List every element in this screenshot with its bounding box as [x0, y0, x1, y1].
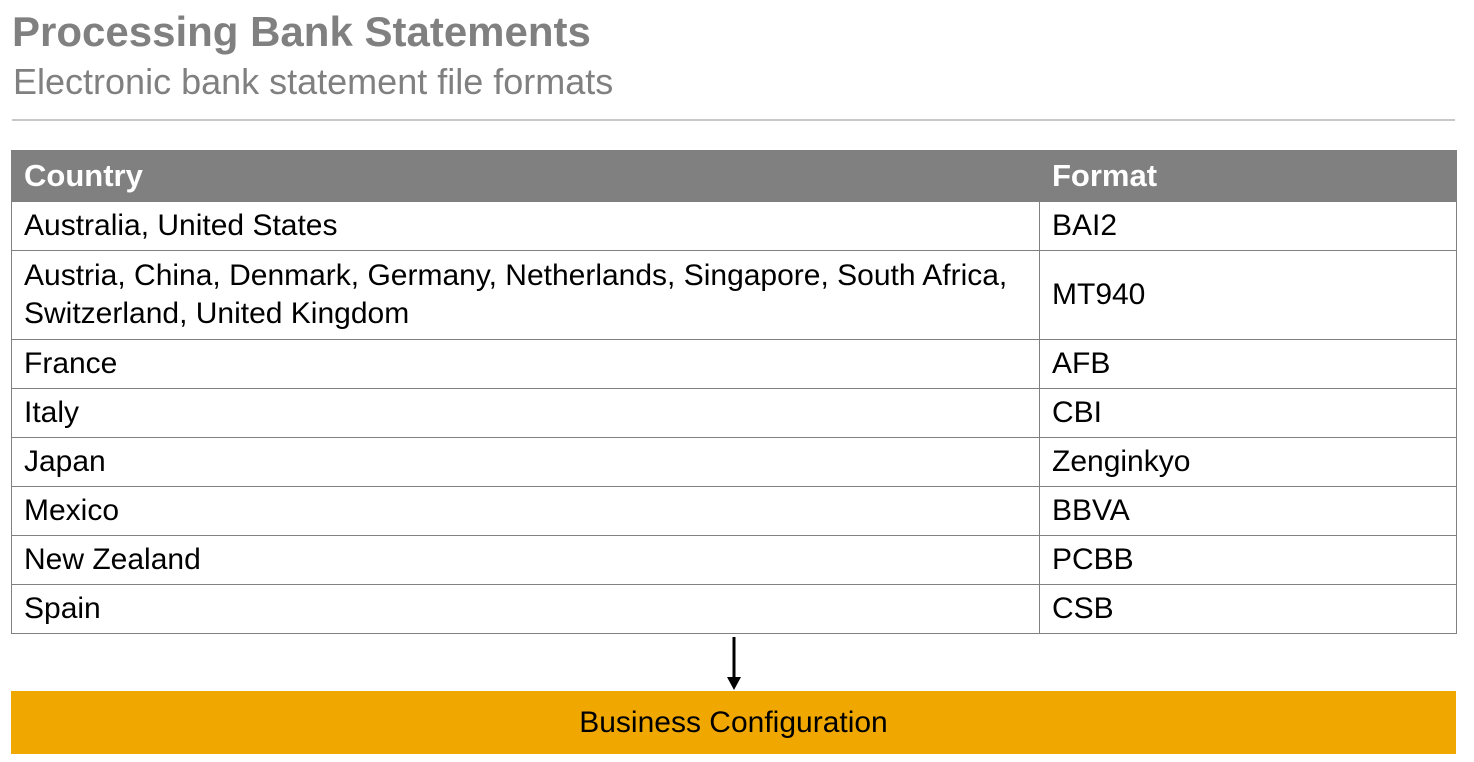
title-divider: [12, 119, 1455, 121]
country-cell: New Zealand: [11, 535, 1040, 585]
header-country: Country: [11, 150, 1040, 202]
country-cell: France: [11, 339, 1040, 389]
table-row: Mexico BBVA: [11, 486, 1457, 536]
table-row: Austria, China, Denmark, Germany, Nether…: [11, 250, 1457, 340]
country-cell: Spain: [11, 584, 1040, 634]
table-row: Japan Zenginkyo: [11, 437, 1457, 487]
country-cell: Japan: [11, 437, 1040, 487]
country-cell: Austria, China, Denmark, Germany, Nether…: [11, 250, 1040, 340]
format-cell: PCBB: [1039, 535, 1457, 585]
country-cell: Italy: [11, 388, 1040, 438]
table-header-row: Country Format: [11, 150, 1457, 202]
header-format: Format: [1039, 150, 1457, 202]
page-title: Processing Bank Statements: [12, 8, 591, 55]
format-cell: CBI: [1039, 388, 1457, 438]
format-cell: CSB: [1039, 584, 1457, 634]
table-row: France AFB: [11, 339, 1457, 389]
down-arrow-icon: [727, 637, 741, 690]
business-configuration-label: Business Configuration: [579, 705, 888, 739]
country-cell: Mexico: [11, 486, 1040, 536]
page-subtitle: Electronic bank statement file formats: [13, 61, 614, 102]
format-cell: BAI2: [1039, 201, 1457, 251]
format-table: Country Format Australia, United States …: [11, 150, 1457, 634]
country-cell: Australia, United States: [11, 201, 1040, 251]
format-cell: BBVA: [1039, 486, 1457, 536]
table-row: Italy CBI: [11, 388, 1457, 438]
business-configuration-box: Business Configuration: [11, 691, 1456, 754]
format-cell: MT940: [1039, 250, 1457, 340]
format-cell: Zenginkyo: [1039, 437, 1457, 487]
format-cell: AFB: [1039, 339, 1457, 389]
table-row: Australia, United States BAI2: [11, 201, 1457, 251]
table-row: New Zealand PCBB: [11, 535, 1457, 585]
table-row: Spain CSB: [11, 584, 1457, 634]
